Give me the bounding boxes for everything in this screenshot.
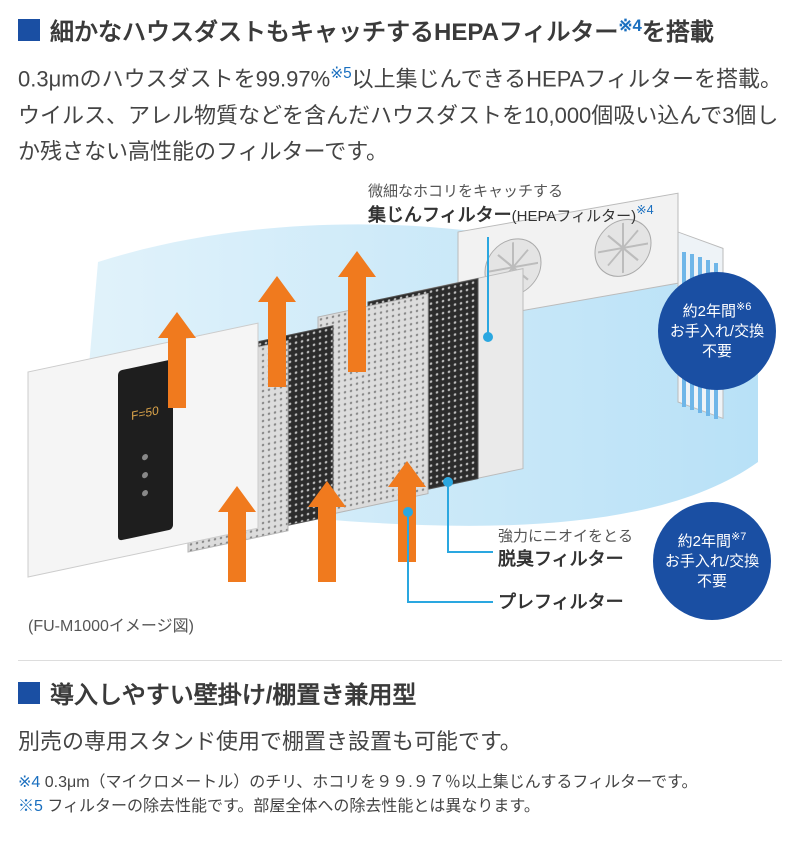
badge-hepa-maintenance: 約2年間※6 お手入れ/交換 不要	[658, 272, 776, 390]
header-square-icon	[18, 682, 40, 704]
section1-title: 細かなハウスダストもキャッチするHEPAフィルター※4を搭載	[50, 12, 714, 47]
diagram-caption: (FU-M1000イメージ図)	[28, 612, 194, 636]
footnote4-mark: ※4	[18, 774, 40, 791]
header-square-icon	[18, 19, 40, 41]
section1-body-sup: ※5	[330, 65, 351, 82]
footnotes: ※4 0.3μm（マイクロメートル）のチリ、ホコリを９９.９７％以上集じんするフ…	[18, 771, 782, 819]
section2-header: 導入しやすい壁掛け/棚置き兼用型	[18, 675, 782, 710]
footnote5-mark: ※5	[18, 798, 43, 815]
footnote4-text: 0.3μm（マイクロメートル）のチリ、ホコリを９９.９７％以上集じんするフィルタ…	[40, 774, 697, 791]
callout-prefilter: プレフィルター	[498, 590, 624, 614]
callout-hepa: 微細なホコリをキャッチする 集じんフィルター(HEPAフィルター)※4	[368, 182, 654, 228]
filter-diagram: F=50 微細なホコリをキャッチする 集じんフィルター(HEPAフ	[18, 182, 782, 642]
section1-title-sup: ※4	[618, 16, 641, 35]
section1-body: 0.3μmのハウスダストを99.97%※5以上集じんできるHEPAフィルターを搭…	[18, 61, 782, 170]
footnote5-text: フィルターの除去性能です。部屋全体への除去性能とは異なります。	[43, 798, 540, 815]
section1-title-post: を搭載	[642, 19, 714, 46]
divider	[18, 660, 782, 661]
callout-deodor: 強力にニオイをとる 脱臭フィルター	[498, 527, 633, 572]
section2-body: 別売の専用スタンド使用で棚置き設置も可能です。	[18, 724, 782, 760]
section1-header: 細かなハウスダストもキャッチするHEPAフィルター※4を搭載	[18, 12, 782, 47]
badge-deodor-maintenance: 約2年間※7 お手入れ/交換 不要	[653, 502, 771, 620]
section2-title: 導入しやすい壁掛け/棚置き兼用型	[50, 675, 416, 710]
section1-title-pre: 細かなハウスダストもキャッチするHEPAフィルター	[50, 19, 618, 46]
